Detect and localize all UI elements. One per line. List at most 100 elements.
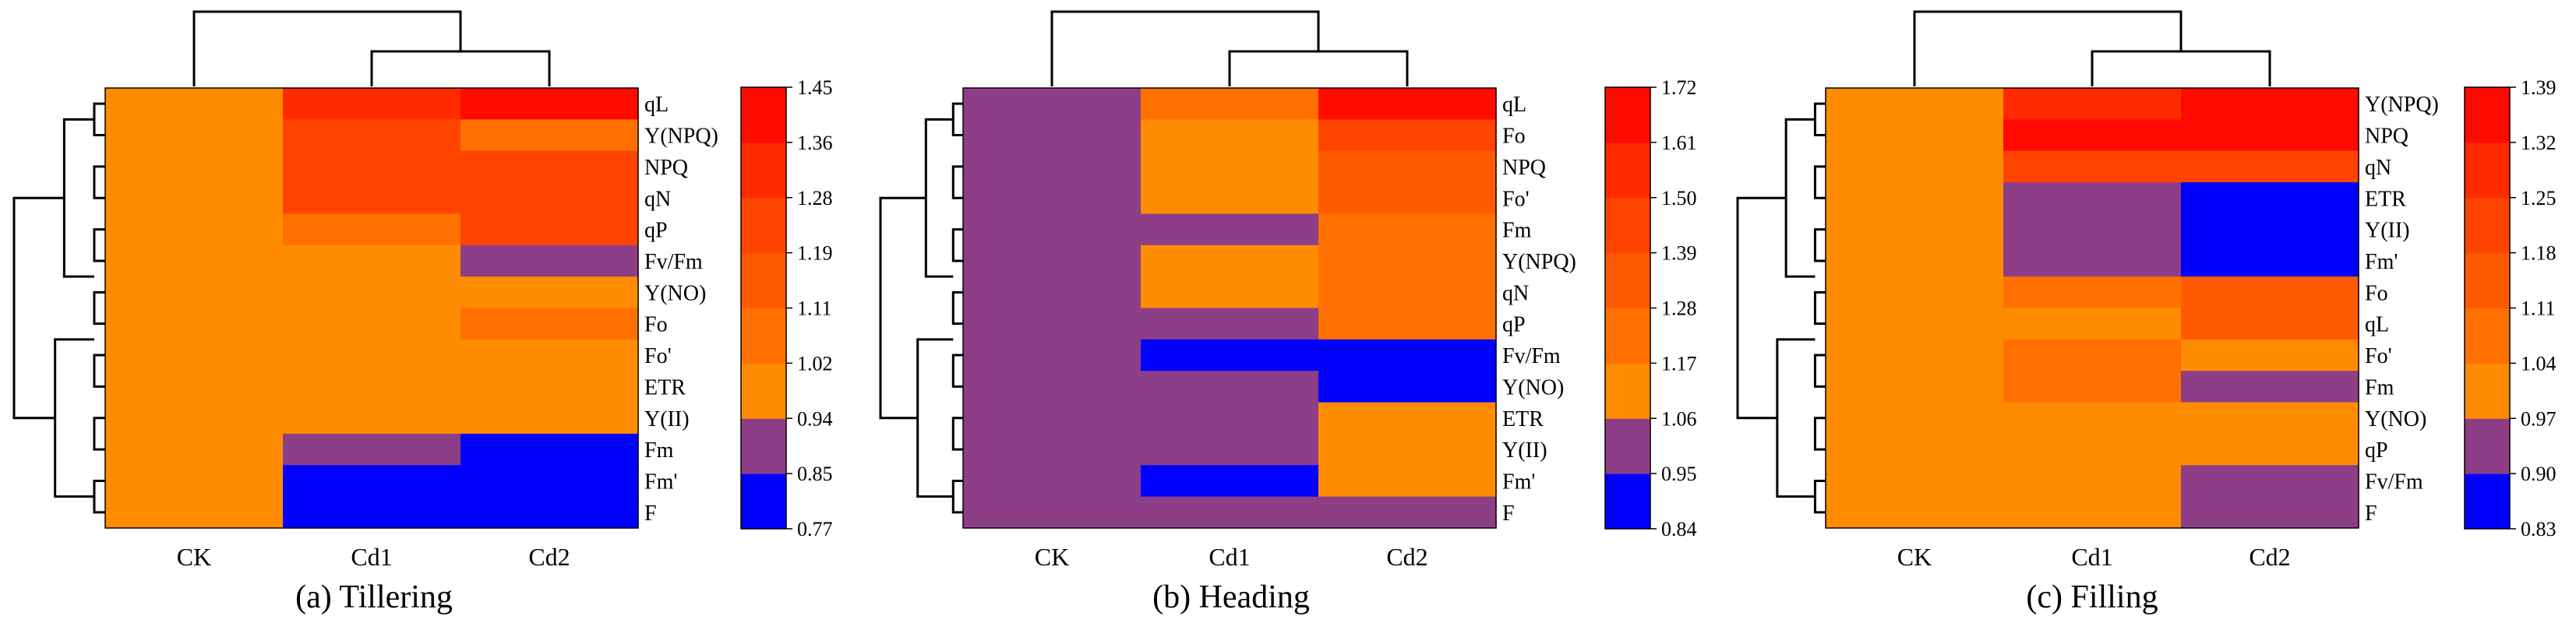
heatmap-cell bbox=[283, 88, 461, 120]
panel-caption: (c) Filling bbox=[2026, 579, 2158, 615]
row-label: Fv/Fm bbox=[1502, 344, 1561, 368]
row-label: Fm' bbox=[2365, 250, 2398, 274]
heatmap-cell bbox=[1826, 371, 2004, 403]
colorbar-tick-label: 0.84 bbox=[1661, 518, 1697, 540]
colorbar-tick-label: 1.39 bbox=[2521, 76, 2557, 99]
colorbar-tick-label: 1.28 bbox=[797, 187, 833, 209]
heatmap-cell bbox=[105, 150, 284, 183]
heatmap-cell bbox=[1318, 402, 1497, 435]
heatmap-frame bbox=[962, 87, 1497, 529]
colorbar-tick-label: 0.85 bbox=[797, 463, 833, 485]
colorbar-tick-label: 0.94 bbox=[797, 407, 833, 430]
heatmap-cell bbox=[1141, 433, 1319, 466]
heatmap-cell bbox=[461, 88, 639, 120]
heatmap-cell bbox=[963, 88, 1142, 120]
colorbar-band bbox=[741, 197, 786, 254]
heatmap-cell bbox=[2181, 88, 2359, 120]
colorbar-band bbox=[1605, 87, 1650, 143]
row-label: ETR bbox=[1502, 407, 1544, 431]
heatmap-cell bbox=[283, 339, 461, 371]
heatmap-cell bbox=[283, 182, 461, 215]
row-label: Y(NPQ) bbox=[644, 125, 718, 149]
colorbar-band bbox=[741, 363, 786, 419]
heatmap-cell bbox=[105, 433, 284, 466]
row-label: Fm bbox=[2365, 375, 2394, 399]
colorbar-band bbox=[741, 308, 786, 364]
heatmap-cell bbox=[1141, 276, 1319, 309]
row-label: Y(II) bbox=[644, 407, 690, 431]
row-label: Fo' bbox=[644, 344, 672, 368]
heatmap-cell bbox=[105, 245, 284, 277]
heatmap-cell bbox=[1318, 276, 1497, 309]
heatmap-cell bbox=[461, 213, 639, 246]
heatmap-cell bbox=[1826, 308, 2004, 340]
heatmap-cell bbox=[461, 433, 639, 466]
heatmap-cell bbox=[1318, 465, 1497, 498]
colorbar-band bbox=[1605, 308, 1650, 364]
heatmap-cell bbox=[963, 339, 1142, 371]
colorbar-tick-label: 1.18 bbox=[2521, 242, 2557, 265]
heatmap-panel: qL Y(NPQ) NPQ qN qP Fv/Fm Y(NO) Fo Fo' ETR Y(II) Fm… bbox=[12, 10, 833, 615]
heatmap-cell bbox=[1141, 402, 1319, 435]
heatmap-cell bbox=[461, 465, 639, 498]
heatmap-cell bbox=[2003, 402, 2182, 435]
heatmap-cell bbox=[105, 276, 284, 309]
heatmap-cell bbox=[963, 371, 1142, 403]
heatmap-cell bbox=[283, 276, 461, 309]
heatmap-cell bbox=[283, 433, 461, 466]
heatmap-cell bbox=[1318, 150, 1497, 183]
heatmap-cell bbox=[2181, 433, 2359, 466]
heatmap-cell bbox=[2003, 308, 2182, 340]
heatmap-cell bbox=[2181, 245, 2359, 277]
row-label: Fo' bbox=[1502, 187, 1530, 211]
colorbar-tick-label: 1.06 bbox=[1661, 407, 1697, 430]
heatmap-cell bbox=[1826, 402, 2004, 435]
heatmap-cell bbox=[1826, 465, 2004, 498]
row-label: Y(NO) bbox=[1502, 375, 1564, 399]
heatmap-cell bbox=[1318, 308, 1497, 340]
row-label: qL bbox=[2365, 313, 2389, 337]
heatmap-cell bbox=[963, 433, 1142, 466]
heatmap-cell bbox=[461, 245, 639, 277]
heatmap-cell bbox=[2003, 182, 2182, 215]
heatmap-cell bbox=[2181, 150, 2359, 183]
heatmap-cell bbox=[283, 150, 461, 183]
colorbar-tick-label: 1.72 bbox=[1661, 76, 1697, 99]
heatmap-cell bbox=[2181, 308, 2359, 340]
heatmap-cell bbox=[283, 119, 461, 152]
heatmap-cell bbox=[105, 339, 284, 371]
colorbar-tick-label: 1.17 bbox=[1661, 352, 1697, 375]
colorbar-band bbox=[741, 87, 786, 143]
heatmap-cell bbox=[1141, 465, 1319, 498]
colorbar-band bbox=[741, 418, 786, 474]
row-label: Fo' bbox=[2365, 344, 2392, 368]
heatmap-cell bbox=[1141, 88, 1319, 120]
row-label: Fm bbox=[1502, 219, 1532, 243]
heatmap-cell bbox=[1141, 496, 1319, 529]
row-dendrogram bbox=[12, 102, 105, 514]
column-label: CK bbox=[177, 543, 211, 571]
colorbar-tick-label: 1.02 bbox=[797, 352, 833, 375]
heatmap-cell bbox=[105, 308, 284, 340]
heatmap-cell bbox=[283, 465, 461, 498]
heatmap-cell bbox=[1826, 119, 2004, 152]
heatmap-cell bbox=[2003, 150, 2182, 183]
heatmap-cell bbox=[963, 119, 1142, 152]
heatmap-cell bbox=[1141, 371, 1319, 403]
row-label: Fm' bbox=[644, 470, 677, 495]
column-dendrogram bbox=[1913, 10, 2271, 86]
heatmap-cell bbox=[1318, 496, 1497, 529]
heatmap-cell bbox=[1826, 276, 2004, 309]
heatmap-cell bbox=[1318, 339, 1497, 371]
colorbar-tick-label: 0.77 bbox=[797, 518, 833, 540]
row-dendrogram bbox=[1736, 102, 1826, 514]
colorbar-band bbox=[2465, 418, 2510, 474]
colorbar-band bbox=[2465, 197, 2510, 254]
heatmap-cell bbox=[105, 213, 284, 246]
colorbar-band bbox=[1605, 473, 1650, 530]
column-dendrogram bbox=[192, 10, 551, 86]
heatmap-cell bbox=[461, 496, 639, 529]
heatmap-cell bbox=[1318, 433, 1497, 466]
colorbar-tick-label: 0.97 bbox=[2521, 407, 2557, 430]
